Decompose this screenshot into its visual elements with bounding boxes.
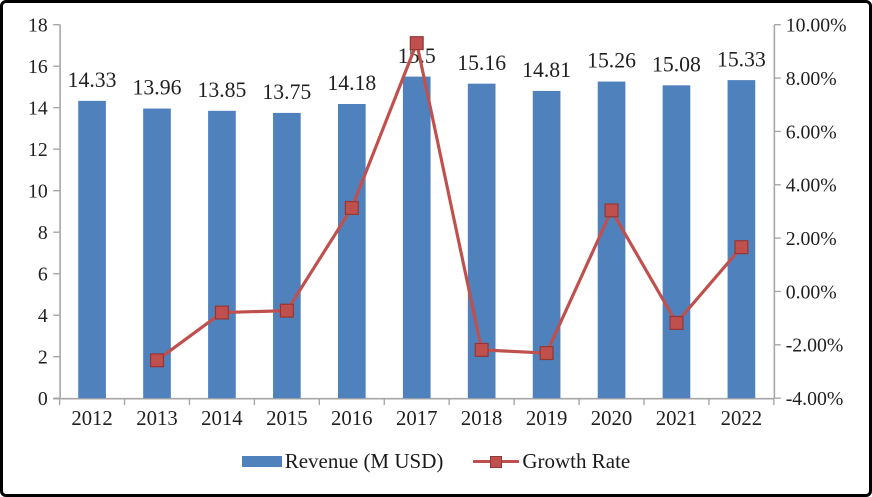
- bar-value-label: 14.81: [522, 58, 571, 82]
- revenue-bar: [78, 100, 106, 399]
- left-axis-tick-label: 8: [38, 222, 48, 244]
- growth-rate-marker: [214, 305, 229, 320]
- x-axis-category-label: 2020: [591, 408, 632, 430]
- growth-rate-marker: [539, 346, 554, 361]
- bar-value-label: 13.75: [262, 80, 311, 104]
- x-axis-category-label: 2012: [71, 408, 112, 430]
- x-axis-category-label: 2014: [201, 408, 243, 430]
- left-axis-tick-label: 10: [28, 181, 48, 203]
- left-axis-tick-label: 14: [28, 98, 48, 120]
- growth-rate-marker: [344, 200, 359, 215]
- right-axis-tick-label: 2.00%: [786, 228, 837, 250]
- left-axis-tick-label: 6: [38, 264, 48, 286]
- revenue-bar: [727, 80, 756, 399]
- bar-value-label: 15.33: [717, 47, 766, 71]
- revenue-bar-swatch-icon: [241, 456, 282, 467]
- bar-value-label: 13.96: [133, 76, 182, 100]
- left-axis-tick-label: 18: [28, 15, 48, 37]
- bar-value-label: 15.26: [587, 49, 636, 73]
- x-axis-category-label: 2016: [331, 408, 372, 430]
- right-axis-tick-label: 0.00%: [786, 281, 837, 303]
- bar-value-label: 14.33: [68, 68, 117, 92]
- growth-rate-marker: [279, 303, 294, 318]
- revenue-bar: [662, 85, 691, 399]
- x-axis-category-label: 2019: [526, 408, 567, 430]
- bar-value-label: 13.85: [197, 78, 246, 102]
- revenue-bar: [402, 76, 431, 399]
- growth-rate-marker: [734, 240, 749, 255]
- growth-legend-label: Growth Rate: [522, 449, 631, 473]
- growth-rate-marker: [149, 353, 165, 368]
- revenue-bar: [143, 108, 171, 399]
- revenue-bar: [337, 103, 366, 399]
- growth-rate-marker: [669, 315, 684, 330]
- x-axis-category-label: 2017: [396, 408, 437, 430]
- right-axis-tick-label: 10.00%: [786, 15, 847, 37]
- left-axis-tick-label: 12: [28, 139, 48, 161]
- bar-value-label: 14.18: [327, 71, 376, 95]
- revenue-bar: [208, 110, 236, 399]
- chart-legend: Revenue (M USD) Growth Rate: [3, 451, 869, 472]
- bar-value-label: 15.16: [457, 51, 506, 75]
- x-axis-category-label: 2015: [266, 408, 307, 430]
- revenue-bar: [273, 112, 301, 399]
- growth-line-swatch-icon: [473, 454, 520, 469]
- x-axis-category-label: 2013: [136, 408, 177, 430]
- left-axis-tick-label: 4: [38, 305, 48, 327]
- left-axis-tick-label: 2: [38, 347, 48, 369]
- x-axis-category-label: 2022: [721, 408, 762, 430]
- bar-value-label: 15.08: [652, 52, 701, 76]
- growth-rate-marker: [409, 36, 424, 51]
- revenue-bar: [597, 81, 626, 399]
- right-axis-tick-label: 8.00%: [786, 68, 837, 90]
- growth-rate-line: [156, 37, 743, 362]
- left-axis-tick-label: 0: [38, 388, 48, 410]
- legend-item-growth: Growth Rate: [473, 451, 630, 472]
- chart-canvas: 0 2 4 6 8 10 12 14 16 18 -4.00% -2.00% 0.00% 2.00% 4.0…: [28, 15, 847, 430]
- right-axis-tick-label: -4.00%: [786, 388, 844, 410]
- right-axis-tick-label: -2.00%: [786, 335, 844, 357]
- legend-item-revenue: Revenue (M USD): [241, 449, 444, 473]
- x-axis-category-label: 2018: [461, 408, 502, 430]
- right-axis-tick-label: 4.00%: [786, 175, 837, 197]
- right-axis-tick-label: 6.00%: [786, 121, 837, 143]
- growth-rate-marker: [474, 342, 489, 357]
- x-axis-category-label: 2021: [656, 408, 697, 430]
- left-axis-tick-label: 16: [28, 56, 48, 78]
- growth-rate-marker: [604, 203, 619, 218]
- revenue-legend-label: Revenue (M USD): [284, 449, 444, 473]
